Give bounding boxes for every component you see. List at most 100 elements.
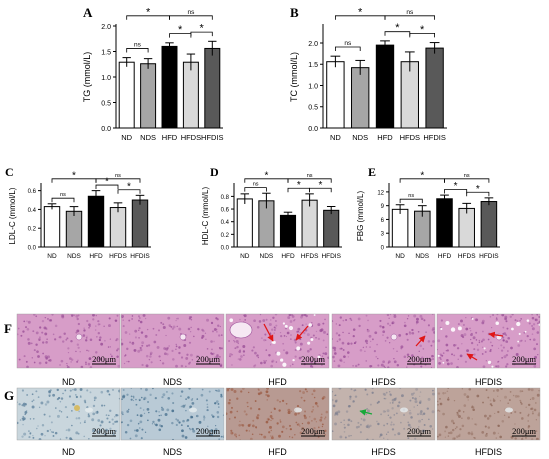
scale-bar-label: 200μm xyxy=(512,426,536,436)
tissue-texture xyxy=(17,314,120,368)
central-vein xyxy=(390,333,398,341)
significance-bracket xyxy=(95,184,119,190)
significance-label: * xyxy=(297,180,301,191)
bar-hfds xyxy=(400,61,419,129)
significance-bracket xyxy=(244,187,267,192)
central-vein xyxy=(229,321,253,339)
significance-bracket xyxy=(126,48,149,53)
bar-hfds xyxy=(301,199,318,248)
y-tick-label: 12 xyxy=(377,190,384,196)
tissue-background xyxy=(226,388,329,440)
central-vein xyxy=(189,407,197,413)
scale-bar-label: 200μm xyxy=(301,426,325,436)
x-category-label: HFDIS xyxy=(321,253,341,260)
x-category-label: ND xyxy=(395,253,405,260)
panel-letter-d: D xyxy=(210,165,219,179)
micrograph-f-hfds: 200μm xyxy=(331,313,436,369)
bar-nd xyxy=(391,208,409,248)
micrograph-border xyxy=(225,387,330,441)
micrograph-f-hfd: 200μm xyxy=(225,313,330,369)
x-category-label: ND xyxy=(330,133,341,142)
micrograph-border xyxy=(120,313,225,369)
significance-label: ns xyxy=(307,173,313,179)
significance-label: ns xyxy=(344,40,352,47)
bar-charts-layer: ATG (mmol/L)0.00.51.01.52.0ND NDS HFD HFDS H… xyxy=(5,5,500,260)
micrograph-border xyxy=(436,313,541,369)
x-category-label: NDS xyxy=(67,253,81,260)
significance-label: * xyxy=(420,24,425,36)
tissue-background xyxy=(437,314,540,368)
panel-letter-a: A xyxy=(83,5,93,20)
panel-letter-g: G xyxy=(4,388,14,403)
x-category-label: ND xyxy=(240,253,250,260)
x-category-label: HFDIS xyxy=(130,253,150,260)
bar-hfd xyxy=(87,195,105,248)
bar-hfdis xyxy=(204,47,221,129)
significance-label: * xyxy=(105,177,109,188)
micrograph-f-nds: 200μm xyxy=(120,313,225,369)
x-category-label: HFDS xyxy=(181,133,201,142)
micrograph-g-hfd: 200μm xyxy=(225,387,330,441)
y-tick-label: 0.4 xyxy=(28,208,37,214)
significance-label: ns xyxy=(187,9,195,16)
x-category-label: HFDS xyxy=(458,253,476,260)
tissue-texture xyxy=(226,388,329,440)
bar-nd xyxy=(236,198,253,248)
central-vein xyxy=(85,407,93,413)
x-category-label: HFDIS xyxy=(479,253,499,260)
group-label: NDS xyxy=(163,377,182,387)
significance-bracket xyxy=(287,178,332,183)
significance-bracket xyxy=(190,31,213,37)
bar-hfds xyxy=(458,207,475,248)
micrograph-border xyxy=(331,313,436,369)
micrograph-panels-layer: F 200μm ND 200μm NDS 200μm HFD 200μm HFDS 200μm HF… xyxy=(4,313,541,457)
chart-panel-c: C LDL-C (mmol/L) 0.0 0.2 0.4 0.6 ND NDS HFD HFDS H… xyxy=(5,165,151,260)
micrograph-border xyxy=(331,387,436,441)
pointer-arrow-icon xyxy=(415,335,426,347)
pointer-arrow-icon xyxy=(263,323,274,342)
significance-label: ns xyxy=(464,173,470,179)
micrograph-row-f: F 200μm ND 200μm NDS 200μm HFD 200μm HFDS 200μm HF… xyxy=(4,313,541,387)
tissue-texture xyxy=(17,388,120,440)
y-tick-label: 9 xyxy=(381,204,385,210)
y-tick-label: 0.6 xyxy=(221,207,230,213)
scale-bar-label: 200μm xyxy=(196,426,220,436)
y-axis-title: LDL-C (mmol/L) xyxy=(8,187,17,244)
micrograph-border xyxy=(436,387,541,441)
x-category-label: HFD xyxy=(162,133,178,142)
y-tick-label: 2.0 xyxy=(101,24,111,31)
significance-label: * xyxy=(476,184,480,195)
significance-label: ns xyxy=(134,41,142,48)
y-tick-label: 1.0 xyxy=(308,83,318,90)
y-tick-label: 0.5 xyxy=(308,105,318,112)
micrograph-border xyxy=(120,387,225,441)
bar-hfdis xyxy=(480,201,498,248)
significance-label: * xyxy=(146,6,151,18)
micrograph-f-nd: 200μm xyxy=(16,313,121,369)
chart-panel-b: B TC (mmol/L) 0.0 0.5 1.0 1.5 2.0 ND NDS HFD HFDS H… xyxy=(289,5,447,142)
y-tick-label: 6 xyxy=(381,218,385,224)
y-tick-label: 0.5 xyxy=(101,100,111,107)
bar-nd xyxy=(43,206,61,248)
significance-label: * xyxy=(395,22,400,34)
pointer-arrow-icon xyxy=(466,353,478,361)
bar-hfdis xyxy=(323,209,340,248)
bar-hfdis xyxy=(131,199,149,248)
y-tick-label: 0.0 xyxy=(101,126,111,133)
central-vein xyxy=(75,333,83,341)
bar-hfd xyxy=(375,44,395,129)
central-vein xyxy=(505,407,513,413)
pointer-arrow-icon xyxy=(359,409,373,416)
scale-bar-label: 200μm xyxy=(301,354,325,364)
central-vein xyxy=(294,407,302,413)
bar-hfd xyxy=(436,198,453,248)
tissue-texture xyxy=(332,388,435,440)
x-category-label: HFDS xyxy=(400,133,420,142)
y-axis-title: FBG (mmol/L) xyxy=(356,191,365,242)
x-category-label: ND xyxy=(47,253,57,260)
tissue-background xyxy=(121,314,224,368)
significance-bracket xyxy=(444,189,468,194)
significance-bracket xyxy=(335,46,361,51)
significance-label: ns xyxy=(406,9,414,16)
